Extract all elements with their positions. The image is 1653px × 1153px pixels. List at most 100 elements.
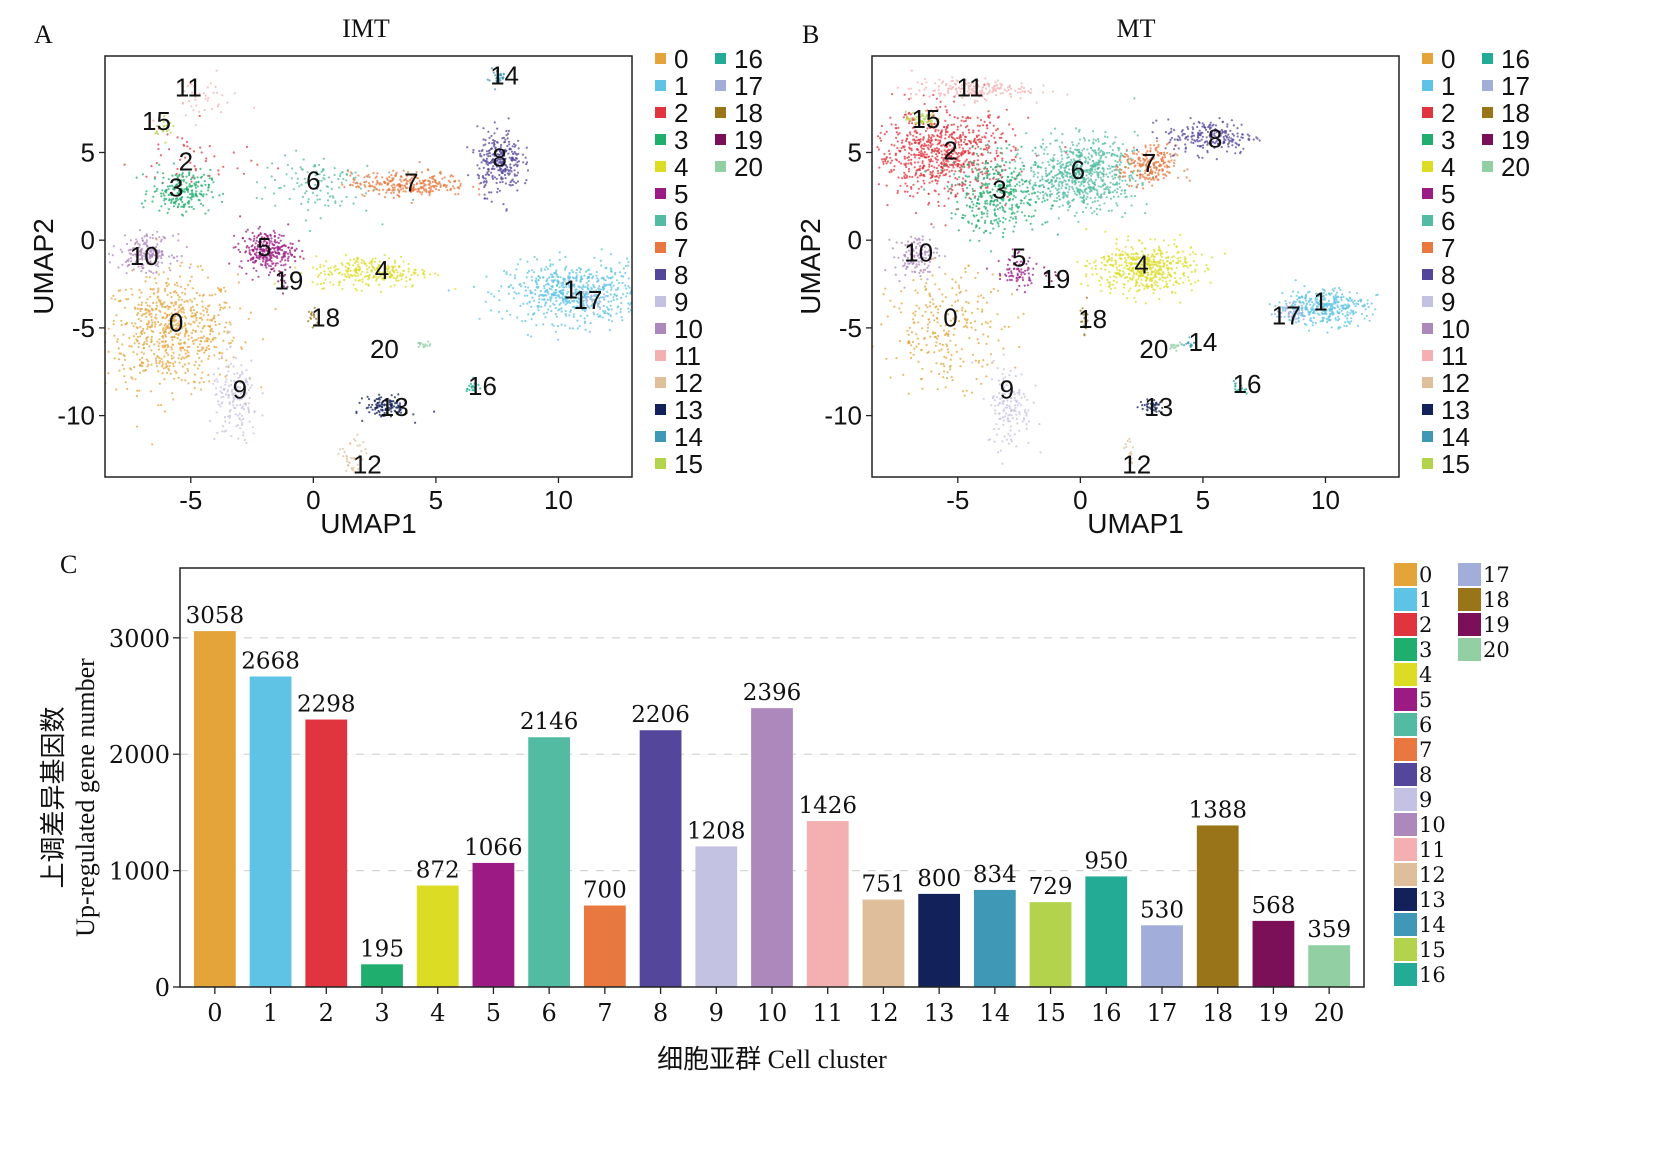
data-point [895, 159, 899, 162]
data-point [294, 260, 297, 263]
data-point [500, 178, 503, 181]
data-point [153, 343, 156, 346]
data-point [576, 274, 579, 277]
data-point [984, 136, 987, 139]
legend-item-13[interactable]: 13 [655, 395, 703, 425]
data-point [1018, 345, 1021, 349]
cluster-label-15: 15 [142, 106, 171, 136]
data-point [583, 317, 586, 320]
data-point [918, 157, 921, 160]
data-point [500, 285, 503, 288]
data-point [178, 304, 181, 307]
legend-item-14[interactable]: 14 [655, 422, 703, 452]
data-point [115, 388, 118, 391]
data-point [917, 187, 920, 190]
data-point [954, 184, 957, 187]
data-point [907, 167, 911, 171]
legend-item-20[interactable]: 20 [715, 152, 763, 182]
data-point [315, 255, 318, 258]
legend-item-4[interactable]: 4 [655, 152, 688, 182]
data-point [958, 291, 961, 294]
legend-label: 8 [674, 260, 688, 290]
data-point [167, 367, 170, 370]
data-point [542, 323, 545, 326]
data-point [130, 287, 133, 290]
data-point [217, 103, 220, 106]
data-point [279, 239, 282, 242]
legend-item-18[interactable]: 18 [715, 98, 763, 128]
data-point [485, 181, 488, 184]
data-point [559, 302, 562, 305]
data-point [965, 300, 968, 303]
data-point [884, 287, 887, 290]
data-point [191, 312, 194, 315]
data-point [900, 146, 903, 150]
legend-item-5[interactable]: 5 [655, 179, 688, 209]
data-point [1345, 304, 1349, 307]
legend-item-7[interactable]: 7 [655, 233, 688, 263]
legend-item-15[interactable]: 15 [655, 449, 703, 479]
data-point [241, 422, 244, 425]
data-point [922, 179, 925, 182]
data-point [947, 333, 950, 336]
data-point [150, 340, 153, 343]
data-point [202, 173, 205, 176]
data-point [552, 275, 555, 279]
legend-item-2[interactable]: 2 [655, 98, 688, 128]
data-point [234, 356, 237, 359]
data-point [220, 355, 223, 358]
legend-swatch [715, 107, 726, 118]
legend-item-9[interactable]: 9 [655, 287, 688, 317]
legend-item-11[interactable]: 11 [655, 341, 701, 371]
data-point [171, 326, 174, 329]
data-point [610, 286, 613, 289]
data-point [252, 239, 255, 242]
data-point [554, 313, 557, 316]
data-point [171, 336, 174, 339]
data-point [293, 249, 296, 252]
data-point [558, 286, 561, 289]
data-point [244, 250, 247, 253]
legend-item-19[interactable]: 19 [715, 125, 763, 155]
data-point [154, 308, 158, 311]
data-point [975, 377, 978, 381]
data-point [490, 309, 493, 312]
data-point [256, 163, 259, 166]
legend-item-8[interactable]: 8 [655, 260, 688, 290]
legend-item-10[interactable]: 10 [655, 314, 703, 344]
legend-item-6[interactable]: 6 [655, 206, 688, 236]
data-point [113, 334, 116, 337]
data-point [180, 327, 184, 330]
data-point [937, 200, 940, 203]
data-point [516, 263, 519, 266]
data-point [320, 282, 323, 285]
data-point [620, 316, 623, 319]
legend-item-0[interactable]: 0 [655, 44, 688, 74]
legend-item-3[interactable]: 3 [655, 125, 688, 155]
scatter-points [871, 69, 1379, 465]
data-point [944, 128, 948, 131]
data-point [576, 305, 579, 308]
data-point [991, 361, 994, 364]
data-point [896, 146, 899, 150]
legend-item-1[interactable]: 1 [655, 71, 688, 101]
data-point [928, 181, 931, 184]
data-point [327, 204, 330, 207]
data-point [233, 92, 236, 95]
data-point [993, 136, 996, 139]
data-point [142, 346, 145, 350]
data-point [606, 312, 609, 315]
data-point [936, 321, 939, 324]
data-point [500, 176, 503, 179]
legend-item-12[interactable]: 12 [655, 368, 703, 398]
data-point [889, 376, 892, 379]
legend-item-17[interactable]: 17 [715, 71, 763, 101]
legend-item-16[interactable]: 16 [715, 44, 763, 74]
data-point [516, 189, 519, 192]
data-point [232, 356, 235, 359]
data-point [625, 264, 628, 268]
data-point [895, 131, 898, 134]
data-point [378, 189, 381, 192]
data-point [353, 261, 356, 265]
data-point [411, 198, 415, 201]
